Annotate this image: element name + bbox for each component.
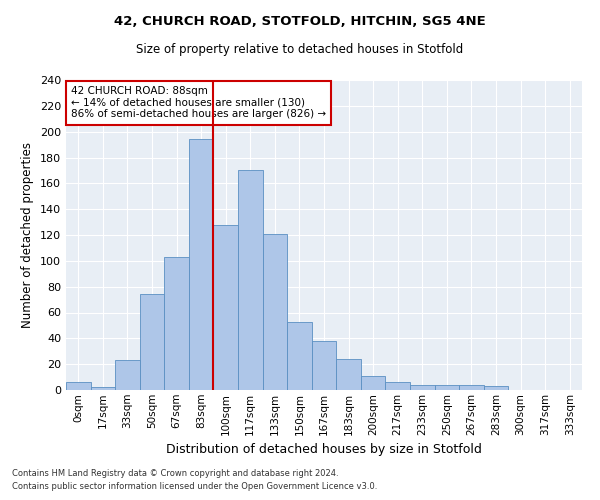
Text: Contains HM Land Registry data © Crown copyright and database right 2024.: Contains HM Land Registry data © Crown c… [12, 468, 338, 477]
Bar [91, 388, 115, 390]
Bar [214, 224, 238, 390]
Text: 42, CHURCH ROAD, STOTFOLD, HITCHIN, SG5 4NE: 42, CHURCH ROAD, STOTFOLD, HITCHIN, SG5 … [114, 15, 486, 28]
Bar [361, 376, 385, 390]
Bar [336, 359, 361, 390]
Bar [410, 385, 434, 390]
Bar [238, 170, 263, 390]
Text: 42 CHURCH ROAD: 88sqm
← 14% of detached houses are smaller (130)
86% of semi-det: 42 CHURCH ROAD: 88sqm ← 14% of detached … [71, 86, 326, 120]
Bar [189, 140, 214, 390]
Y-axis label: Number of detached properties: Number of detached properties [22, 142, 34, 328]
X-axis label: Distribution of detached houses by size in Stotfold: Distribution of detached houses by size … [166, 443, 482, 456]
Bar [287, 322, 312, 390]
Bar [484, 386, 508, 390]
Bar [164, 257, 189, 390]
Bar [312, 341, 336, 390]
Bar [434, 385, 459, 390]
Bar [385, 382, 410, 390]
Bar [459, 385, 484, 390]
Bar [263, 234, 287, 390]
Bar [66, 382, 91, 390]
Text: Contains public sector information licensed under the Open Government Licence v3: Contains public sector information licen… [12, 482, 377, 491]
Text: Size of property relative to detached houses in Stotfold: Size of property relative to detached ho… [136, 42, 464, 56]
Bar [115, 360, 140, 390]
Bar [140, 294, 164, 390]
